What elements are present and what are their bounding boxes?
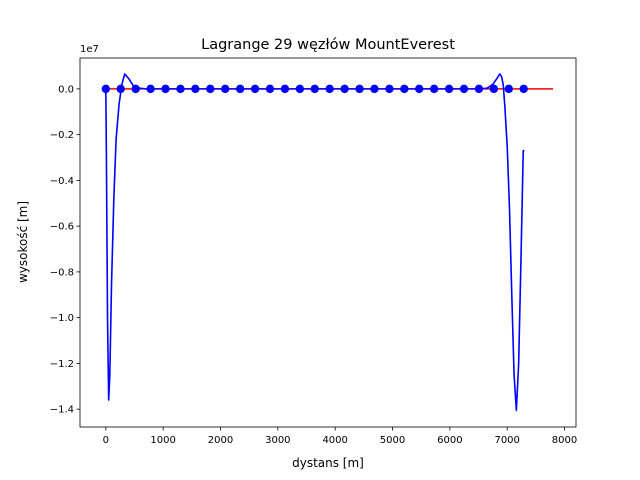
- y-offset-label: 1e7: [80, 44, 99, 55]
- interpolation-node: [146, 84, 155, 94]
- x-tick-label: 0: [103, 435, 109, 446]
- interpolation-node: [429, 84, 439, 94]
- plot-area: [79, 57, 577, 428]
- interpolation-node: [191, 84, 200, 94]
- interpolation-node: [280, 84, 290, 94]
- interpolation-node: [131, 84, 140, 94]
- interpolation-node: [474, 84, 484, 94]
- interpolation-node: [459, 84, 469, 94]
- x-axis: 0 1000 2000 3000 4000 5000 6000 7000 8000: [103, 427, 577, 446]
- y-tick-label: −1.0: [50, 313, 74, 324]
- interpolation-node: [355, 84, 364, 94]
- x-tick-label: 5000: [380, 435, 405, 446]
- x-tick-label: 7000: [494, 435, 519, 446]
- series-layer: [101, 73, 554, 412]
- interpolation-node: [340, 84, 349, 94]
- y-axis: 0.0 −0.2 −0.4 −0.6 −0.8 −1.0 −1.2 −1.4: [50, 84, 80, 416]
- interpolation-node: [220, 84, 230, 94]
- x-tick-label: 2000: [208, 435, 233, 446]
- x-axis-label: dystans [m]: [292, 456, 364, 470]
- y-axis-label: wysokość [m]: [16, 201, 30, 283]
- interpolation-node: [444, 84, 454, 94]
- interpolation-node: [325, 84, 334, 94]
- interpolation-node: [161, 84, 170, 94]
- interpolation-node: [176, 84, 185, 94]
- interpolation-node: [265, 84, 275, 94]
- interpolation-node: [116, 84, 125, 94]
- y-tick-label: −0.2: [50, 130, 74, 141]
- y-tick-label: −1.4: [50, 405, 74, 416]
- interpolation-node: [101, 84, 111, 94]
- interpolation-node: [504, 84, 513, 94]
- interpolation-node: [385, 84, 394, 94]
- y-tick-label: −0.6: [50, 222, 74, 233]
- plot-frame: [79, 57, 577, 428]
- y-tick-label: 0.0: [58, 84, 74, 95]
- interpolation-node: [250, 84, 260, 94]
- x-tick-label: 1000: [150, 435, 175, 446]
- interpolation-node: [370, 84, 379, 94]
- y-tick-label: −1.2: [50, 359, 74, 370]
- interpolation-node: [206, 84, 215, 94]
- interpolation-node: [295, 84, 305, 94]
- x-tick-label: 4000: [322, 435, 347, 446]
- interpolation-node: [400, 84, 409, 94]
- x-tick-label: 3000: [265, 435, 290, 446]
- interpolation-node: [415, 84, 424, 94]
- y-tick-label: −0.8: [50, 267, 74, 278]
- interpolation-node: [489, 84, 499, 94]
- y-tick-label: −0.4: [50, 176, 74, 187]
- x-tick-label: 8000: [552, 435, 577, 446]
- chart-title: Lagrange 29 węzłów MountEverest: [201, 37, 455, 53]
- interpolation-node: [310, 84, 319, 94]
- interpolation-node: [235, 84, 245, 94]
- x-tick-label: 6000: [437, 435, 462, 446]
- interpolation-node: [519, 84, 528, 94]
